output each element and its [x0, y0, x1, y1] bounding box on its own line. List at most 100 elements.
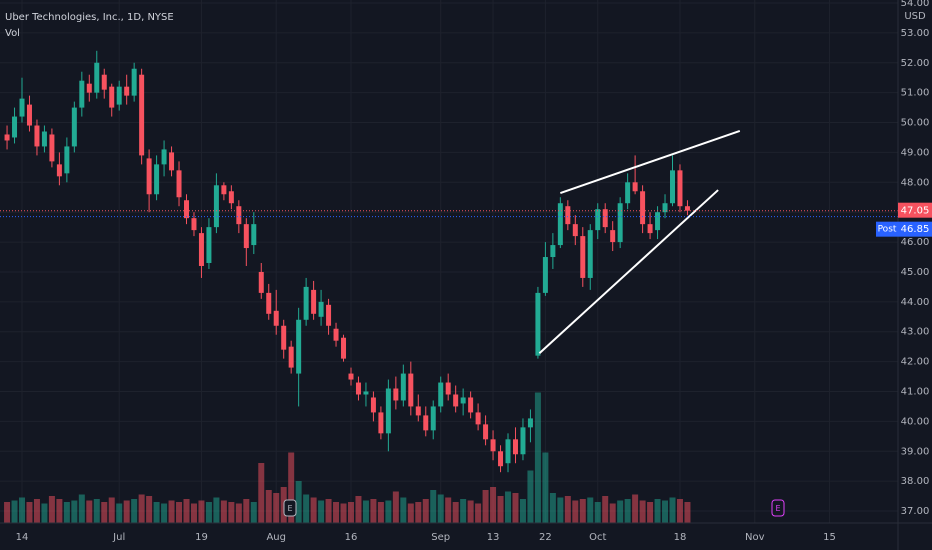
volume-bar: [325, 499, 332, 523]
y-tick-label: 43.00: [901, 327, 930, 338]
volume-bar: [161, 503, 168, 523]
candle-body: [415, 406, 421, 416]
candle-body: [288, 346, 294, 368]
earnings-marker[interactable]: E: [283, 499, 297, 517]
volume-bar: [654, 499, 661, 523]
earnings-marker[interactable]: E: [771, 499, 785, 517]
x-tick-label: 16: [345, 532, 358, 543]
volume-bar: [676, 499, 683, 523]
volume-bar: [549, 493, 556, 523]
candle-body: [542, 257, 548, 293]
volume-bar: [198, 500, 205, 523]
candle-body: [124, 86, 130, 96]
volume-bar: [542, 452, 549, 523]
y-tick-label: 50.00: [901, 118, 930, 129]
candle-body: [296, 319, 302, 374]
volume-bar: [684, 502, 691, 523]
y-tick-label: 38.00: [901, 476, 930, 487]
x-tick-label: Jul: [112, 532, 125, 543]
candle-body: [34, 125, 40, 147]
candle-body: [139, 74, 145, 156]
candle-body: [109, 86, 115, 108]
volume-bar: [310, 497, 317, 523]
volume-bar: [422, 499, 429, 523]
volume-bar: [41, 503, 48, 523]
earnings-icon[interactable]: [283, 499, 297, 517]
y-tick-label: 39.00: [901, 446, 930, 457]
volume-bar: [557, 497, 564, 523]
volume-bar: [377, 502, 384, 523]
volume-bar: [243, 499, 250, 523]
candle-body: [393, 388, 399, 401]
price-pane: [4, 50, 690, 473]
candle-body: [161, 149, 167, 165]
x-tick-label: Sep: [431, 532, 450, 543]
volume-bar: [662, 500, 669, 523]
candle-body: [430, 406, 436, 431]
volume-bar: [108, 497, 115, 523]
volume-bar: [303, 494, 310, 523]
y-tick-label: 42.00: [901, 357, 930, 368]
y-tick-label: 48.00: [901, 177, 930, 188]
x-tick-label: 13: [487, 532, 500, 543]
earnings-text[interactable]: E: [287, 504, 292, 513]
volume-bar: [437, 494, 444, 523]
volume-bar: [4, 502, 11, 523]
candle-body: [116, 86, 122, 105]
candle-body: [228, 191, 234, 204]
volume-bar: [146, 496, 153, 523]
y-tick-label: 41.00: [901, 387, 930, 398]
earnings-text[interactable]: E: [775, 504, 780, 513]
x-tick-label: 22: [539, 532, 552, 543]
x-tick-label: Oct: [589, 532, 606, 543]
candle-body: [56, 164, 62, 177]
volume-bar: [318, 500, 325, 523]
candle-body: [333, 328, 339, 341]
volume-bar: [176, 502, 183, 523]
volume-bar: [452, 502, 459, 523]
candle-body: [565, 206, 571, 225]
post-price-label: 46.85: [901, 224, 930, 235]
volume-bar: [213, 497, 220, 523]
volume-bar: [288, 452, 295, 523]
candle-body: [154, 164, 160, 195]
candle-body: [86, 83, 92, 93]
y-tick-label: 49.00: [901, 147, 930, 158]
candle-body: [535, 292, 541, 356]
volume-bar: [168, 500, 175, 523]
volume-bar: [430, 490, 437, 523]
volume-bar: [220, 500, 227, 523]
y-tick-label: 46.00: [901, 237, 930, 248]
earnings-icon[interactable]: [771, 499, 785, 517]
volume-bar: [527, 470, 534, 523]
candle-body: [475, 412, 481, 425]
candle-body: [527, 418, 533, 428]
volume-bar: [265, 490, 272, 523]
candle-body: [183, 200, 189, 219]
candle-body: [213, 185, 219, 228]
candle-body: [580, 236, 586, 278]
y-tick-label: 52.00: [901, 58, 930, 69]
candle-body: [355, 382, 361, 395]
volume-bar: [505, 491, 512, 523]
volume-bar: [71, 500, 78, 523]
volume-bar: [639, 500, 646, 523]
candle-body: [341, 337, 347, 359]
candle-body: [550, 245, 556, 258]
volume-bar: [250, 502, 257, 523]
legend-title: Uber Technologies, Inc., 1D, NYSE: [5, 12, 174, 23]
overlay: [0, 129, 898, 354]
candle-body: [640, 191, 646, 225]
candle-body: [490, 439, 496, 452]
x-tick-label: 18: [674, 532, 687, 543]
last-price-label: 47.05: [901, 206, 930, 217]
volume-bar: [86, 500, 93, 523]
volume-bar: [385, 500, 392, 523]
volume-bar: [26, 502, 33, 523]
x-tick-label: 15: [823, 532, 836, 543]
candle-body: [438, 382, 444, 407]
volume-bar: [579, 499, 586, 523]
volume-bar: [235, 503, 242, 523]
candle-body: [251, 224, 257, 246]
candle-body: [625, 182, 631, 204]
